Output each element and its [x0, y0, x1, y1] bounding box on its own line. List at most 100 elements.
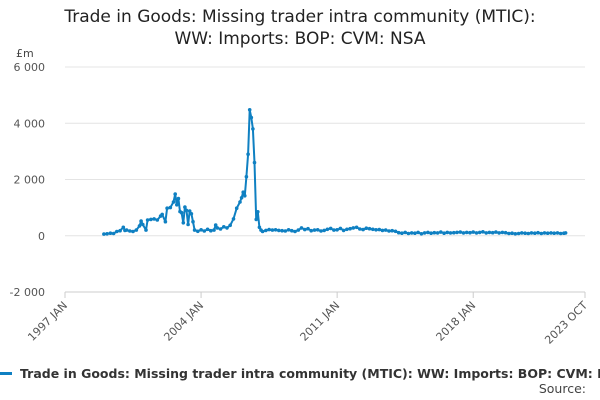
data-point: [325, 227, 330, 232]
chart-title-line: WW: Imports: BOP: CVM: NSA: [174, 29, 426, 49]
data-point: [364, 226, 369, 230]
data-point: [303, 227, 307, 232]
data-point: [144, 228, 148, 232]
data-point: [481, 230, 485, 234]
data-point: [354, 225, 359, 230]
data-point: [213, 223, 218, 227]
source-label: Source:: [538, 381, 586, 396]
y-tick-label: 0: [38, 230, 45, 243]
data-point: [128, 229, 132, 233]
y-tick-label: 4 000: [14, 117, 46, 130]
data-point: [225, 226, 229, 230]
x-tick-label: 2018 JAN: [434, 299, 479, 344]
data-point: [247, 108, 252, 112]
data-point: [539, 231, 544, 236]
x-tick-label: 2023 OCT: [542, 299, 590, 347]
data-point: [422, 231, 427, 235]
data-point: [115, 229, 119, 234]
data-point: [348, 226, 352, 231]
data-point: [497, 231, 501, 235]
data-point: [312, 228, 317, 232]
data-point: [419, 232, 424, 236]
data-point: [464, 230, 469, 235]
data-point: [503, 230, 508, 235]
data-point: [309, 228, 314, 233]
data-point: [251, 127, 255, 131]
data-point: [296, 228, 301, 232]
data-point: [319, 229, 323, 233]
data-point: [409, 231, 414, 235]
data-point: [542, 231, 547, 235]
data-point: [545, 231, 550, 235]
data-point: [406, 231, 411, 236]
data-point: [403, 230, 408, 235]
data-point: [160, 212, 164, 217]
data-point: [358, 227, 362, 231]
data-point: [468, 230, 472, 235]
chart-title-text: Trade in Goods: Missing trader intra com…: [0, 6, 600, 50]
data-point: [429, 231, 433, 235]
data-point: [108, 231, 113, 235]
data-point: [290, 228, 294, 233]
data-point: [432, 230, 437, 235]
data-point: [435, 231, 440, 235]
data-point: [328, 226, 333, 231]
data-point: [335, 228, 339, 232]
data-point: [181, 221, 186, 225]
legend[interactable]: Trade in Goods: Missing trader intra com…: [0, 366, 600, 382]
data-point: [533, 231, 537, 235]
data-point: [176, 196, 181, 201]
data-point: [137, 224, 142, 228]
data-point: [442, 231, 446, 235]
data-point: [536, 230, 540, 235]
data-point: [367, 226, 372, 231]
data-point: [273, 228, 278, 232]
data-point: [383, 228, 388, 232]
data-point: [513, 232, 518, 236]
y-tick-label: -2 000: [10, 286, 45, 299]
data-point: [228, 223, 232, 228]
data-point: [445, 230, 450, 235]
y-tick-label: 2 000: [14, 174, 46, 187]
data-point: [234, 206, 239, 210]
data-point: [523, 231, 527, 235]
data-point: [322, 228, 327, 233]
data-point: [345, 227, 349, 232]
data-point: [131, 229, 135, 234]
data-point: [255, 210, 260, 214]
data-point: [448, 231, 453, 235]
data-point: [293, 229, 297, 234]
data-point: [222, 225, 226, 229]
data-point: [183, 205, 187, 209]
data-point: [558, 231, 563, 236]
data-point: [477, 230, 482, 235]
data-point: [555, 231, 560, 235]
chart-title: Trade in Goods: Missing trader intra com…: [0, 6, 600, 50]
data-point: [280, 228, 284, 233]
chart-title-line: Trade in Goods: Missing trader intra com…: [64, 7, 536, 27]
data-point: [155, 218, 160, 222]
data-point: [416, 230, 420, 235]
data-point: [516, 231, 521, 236]
data-point: [390, 228, 395, 233]
data-point: [171, 200, 176, 204]
data-point: [277, 228, 281, 233]
data-point: [202, 229, 207, 233]
data-point: [196, 229, 200, 234]
data-point: [111, 231, 116, 236]
data-point: [187, 209, 192, 213]
data-point: [254, 217, 258, 222]
data-point: [241, 190, 245, 194]
data-point: [507, 231, 511, 236]
data-point: [215, 226, 220, 230]
data-point: [105, 232, 109, 236]
data-point: [283, 229, 288, 233]
data-point: [315, 228, 320, 232]
data-point: [186, 222, 190, 227]
data-point: [361, 227, 365, 232]
data-point: [218, 227, 223, 231]
data-point: [238, 200, 242, 204]
data-point: [458, 230, 463, 234]
data-point: [380, 228, 385, 233]
